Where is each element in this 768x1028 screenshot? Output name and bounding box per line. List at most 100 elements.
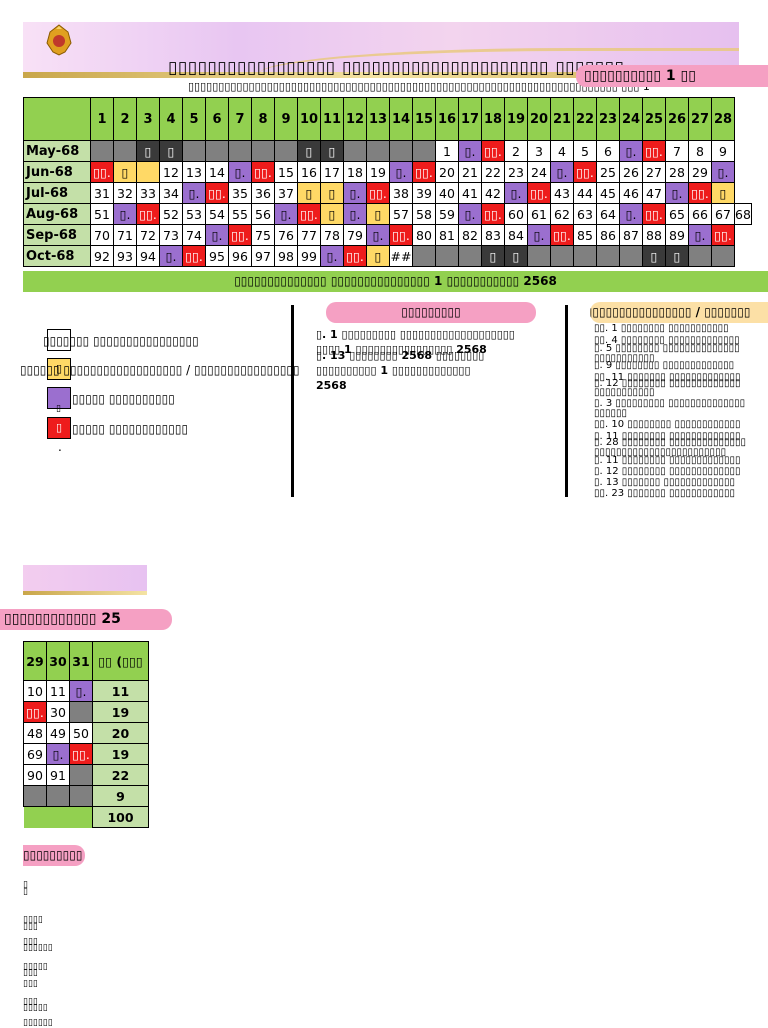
day-cell[interactable]: ▯. <box>550 161 574 183</box>
day-cell[interactable]: 46 <box>619 182 643 204</box>
day-cell[interactable]: 12 <box>159 161 183 183</box>
day-cell[interactable]: ▯. <box>113 203 137 225</box>
day-cell[interactable] <box>69 785 93 807</box>
day-cell[interactable]: 32 <box>113 182 137 204</box>
day-cell[interactable]: 25 <box>596 161 620 183</box>
day-cell[interactable]: 15 <box>274 161 298 183</box>
day-cell[interactable]: ▯▯. <box>642 140 666 162</box>
day-cell[interactable]: 35 <box>228 182 252 204</box>
day-cell[interactable]: 30 <box>46 701 70 723</box>
day-cell[interactable]: ▯▯. <box>688 182 712 204</box>
day-cell[interactable] <box>343 140 367 162</box>
day-cell[interactable]: 71 <box>113 224 137 246</box>
day-cell[interactable]: ▯▯. <box>481 203 505 225</box>
day-cell[interactable]: 70 <box>90 224 114 246</box>
day-cell[interactable]: 74 <box>182 224 206 246</box>
day-cell[interactable]: 22 <box>481 161 505 183</box>
day-cell[interactable]: ▯. <box>228 161 252 183</box>
day-cell[interactable]: 91 <box>46 764 70 786</box>
day-cell[interactable]: ▯. <box>711 161 735 183</box>
day-cell[interactable]: 27 <box>642 161 666 183</box>
day-cell[interactable]: 75 <box>251 224 275 246</box>
day-cell[interactable]: 88 <box>642 224 666 246</box>
day-cell[interactable] <box>274 140 298 162</box>
day-cell[interactable]: 54 <box>205 203 229 225</box>
day-cell[interactable]: 42 <box>481 182 505 204</box>
day-cell[interactable]: 85 <box>573 224 597 246</box>
day-cell[interactable]: ▯. <box>504 182 528 204</box>
day-cell[interactable]: 24 <box>527 161 551 183</box>
day-cell[interactable] <box>550 245 574 267</box>
day-cell[interactable]: 4 <box>550 140 574 162</box>
day-cell[interactable] <box>69 701 93 723</box>
day-cell[interactable]: ▯ <box>159 140 183 162</box>
day-cell[interactable] <box>23 785 47 807</box>
day-cell[interactable]: 68 <box>734 203 752 225</box>
day-cell[interactable]: 98 <box>274 245 298 267</box>
day-cell[interactable]: 80 <box>412 224 436 246</box>
day-cell[interactable]: 51 <box>90 203 114 225</box>
day-cell[interactable]: 73 <box>159 224 183 246</box>
day-cell[interactable]: 57 <box>389 203 413 225</box>
day-cell[interactable]: 44 <box>573 182 597 204</box>
day-cell[interactable] <box>113 140 137 162</box>
day-cell[interactable]: 9 <box>711 140 735 162</box>
day-cell[interactable]: 10 <box>23 680 47 702</box>
day-cell[interactable]: 14 <box>205 161 229 183</box>
day-cell[interactable]: ▯ <box>320 182 344 204</box>
day-cell[interactable]: ▯ <box>297 140 321 162</box>
day-cell[interactable]: 1 <box>435 140 459 162</box>
day-cell[interactable] <box>205 140 229 162</box>
day-cell[interactable]: 83 <box>481 224 505 246</box>
day-cell[interactable]: 11 <box>46 680 70 702</box>
day-cell[interactable]: 16 <box>297 161 321 183</box>
day-cell[interactable]: 94 <box>136 245 160 267</box>
day-cell[interactable]: 33 <box>136 182 160 204</box>
day-cell[interactable]: ▯ <box>481 245 505 267</box>
day-cell[interactable]: ▯. <box>320 245 344 267</box>
day-cell[interactable] <box>412 245 436 267</box>
day-cell[interactable]: ▯▯. <box>711 224 735 246</box>
day-cell[interactable]: 13 <box>182 161 206 183</box>
day-cell[interactable]: 45 <box>596 182 620 204</box>
day-cell[interactable]: ▯▯. <box>550 224 574 246</box>
page2-semester-tab[interactable]: ▯▯▯▯▯▯▯▯▯▯▯▯ 25 <box>0 609 172 630</box>
day-cell[interactable] <box>46 785 70 807</box>
day-cell[interactable]: 86 <box>596 224 620 246</box>
day-cell[interactable]: 20 <box>435 161 459 183</box>
day-cell[interactable]: 49 <box>46 722 70 744</box>
day-cell[interactable]: ▯▯. <box>481 140 505 162</box>
day-cell[interactable]: 43 <box>550 182 574 204</box>
day-cell[interactable]: 55 <box>228 203 252 225</box>
day-cell[interactable] <box>366 140 390 162</box>
day-cell[interactable]: ▯▯. <box>90 161 114 183</box>
day-cell[interactable]: ▯▯. <box>228 224 252 246</box>
day-cell[interactable]: 78 <box>320 224 344 246</box>
day-cell[interactable]: 61 <box>527 203 551 225</box>
day-cell[interactable]: ▯▯. <box>389 224 413 246</box>
day-cell[interactable]: 5 <box>573 140 597 162</box>
day-cell[interactable]: ▯▯. <box>23 701 47 723</box>
day-cell[interactable]: 96 <box>228 245 252 267</box>
day-cell[interactable]: ▯. <box>389 161 413 183</box>
day-cell[interactable]: 77 <box>297 224 321 246</box>
day-cell[interactable]: 90 <box>23 764 47 786</box>
day-cell[interactable]: ▯▯. <box>251 161 275 183</box>
day-cell[interactable]: 65 <box>665 203 689 225</box>
day-cell[interactable]: ▯ <box>665 245 689 267</box>
day-cell[interactable]: ▯▯. <box>642 203 666 225</box>
day-cell[interactable]: 21 <box>458 161 482 183</box>
day-cell[interactable]: ▯. <box>619 203 643 225</box>
day-cell[interactable]: 47 <box>642 182 666 204</box>
holidays-pill[interactable]: ▯▯▯▯▯▯▯▯▯▯▯▯▯▯▯▯▯▯▯ / ▯▯▯▯▯▯▯ <box>590 302 768 323</box>
day-cell[interactable]: 34 <box>159 182 183 204</box>
day-cell[interactable]: 40 <box>435 182 459 204</box>
day-cell[interactable]: 76 <box>274 224 298 246</box>
day-cell[interactable]: 58 <box>412 203 436 225</box>
day-cell[interactable]: 69 <box>23 743 47 765</box>
day-cell[interactable]: 28 <box>665 161 689 183</box>
day-cell[interactable]: ▯▯. <box>136 203 160 225</box>
day-cell[interactable]: 67 <box>711 203 735 225</box>
day-cell[interactable]: ▯. <box>458 140 482 162</box>
day-cell[interactable]: 72 <box>136 224 160 246</box>
